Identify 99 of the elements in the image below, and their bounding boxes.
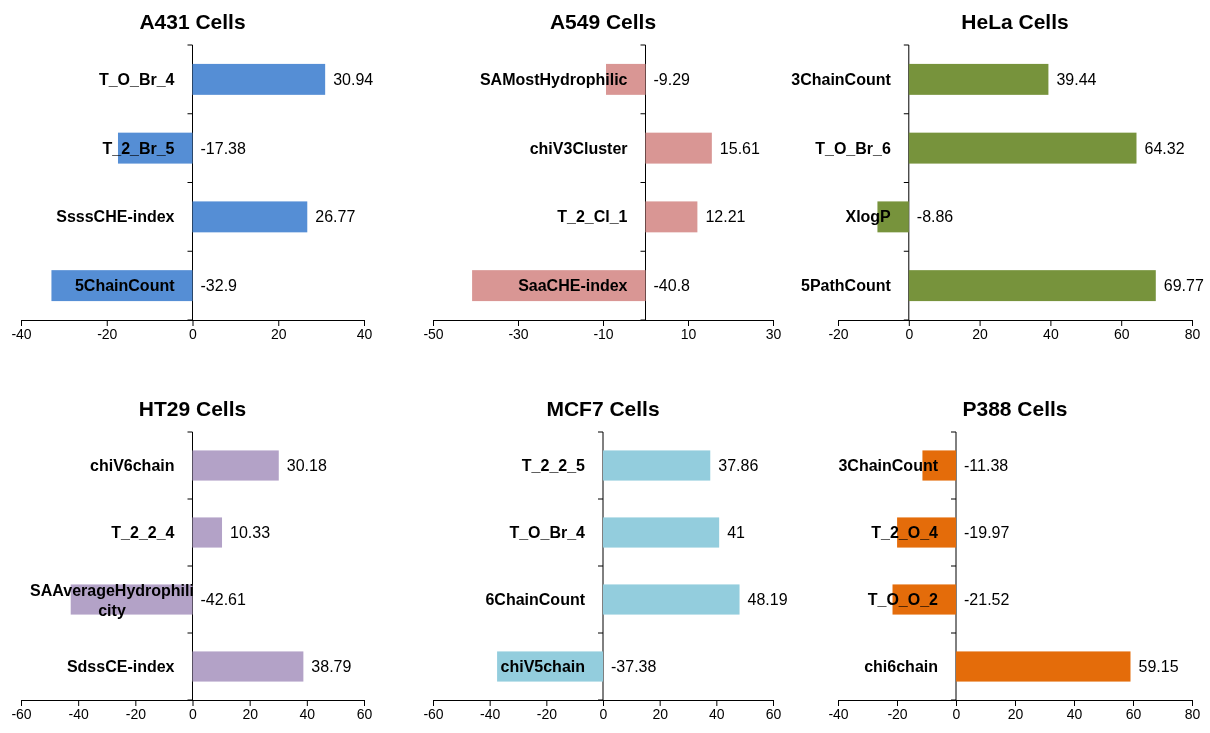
x-tick-label: -40 bbox=[828, 705, 849, 722]
data-label: 15.61 bbox=[719, 139, 760, 157]
data-label: 12.21 bbox=[705, 208, 746, 226]
bar bbox=[192, 651, 304, 682]
data-label: 59.15 bbox=[1138, 658, 1179, 676]
bar bbox=[908, 132, 1137, 164]
x-tick-label: 20 bbox=[270, 325, 287, 342]
data-label: -9.29 bbox=[653, 70, 691, 88]
chart-title: A549 Cells bbox=[549, 10, 657, 33]
data-label: -11.38 bbox=[964, 457, 1009, 475]
x-tick-label: -40 bbox=[11, 325, 32, 342]
data-label: -17.38 bbox=[200, 139, 246, 157]
data-label: -19.97 bbox=[964, 524, 1010, 542]
chart-title: MCF7 Cells bbox=[546, 397, 660, 420]
chart-title: A431 Cells bbox=[139, 10, 246, 33]
data-label: -37.38 bbox=[611, 658, 657, 676]
y-tick-label: chiV5chain bbox=[500, 658, 585, 676]
x-tick-label: 60 bbox=[1125, 705, 1142, 722]
x-tick-label: -60 bbox=[11, 705, 32, 722]
x-tick-label: -20 bbox=[125, 705, 147, 722]
y-tick-label: chi6chain bbox=[864, 658, 938, 676]
x-tick-label: -10 bbox=[593, 325, 614, 342]
bar bbox=[192, 450, 279, 481]
chart-title: HT29 Cells bbox=[138, 397, 247, 420]
x-tick-label: 60 bbox=[765, 705, 782, 722]
bar bbox=[603, 584, 740, 615]
data-label: 10.33 bbox=[230, 524, 271, 542]
x-tick-label: 80 bbox=[1184, 705, 1201, 722]
bar bbox=[908, 270, 1156, 302]
x-tick-label: -20 bbox=[828, 325, 849, 342]
x-tick-label: 0 bbox=[189, 705, 198, 722]
y-tick-label: SAMostHydrophilic bbox=[479, 70, 628, 88]
chart-title: P388 Cells bbox=[962, 397, 1068, 420]
data-label: -42.61 bbox=[200, 591, 246, 609]
data-label: 41 bbox=[727, 524, 746, 542]
data-label: 64.32 bbox=[1144, 139, 1185, 157]
x-tick-label: -40 bbox=[68, 705, 89, 722]
chart-title: HeLa Cells bbox=[961, 10, 1069, 33]
y-tick-label: 3ChainCount bbox=[791, 70, 892, 88]
data-label: 48.19 bbox=[747, 591, 788, 609]
y-tick-label: SsssCHE-index bbox=[56, 208, 175, 226]
data-label: 39.44 bbox=[1056, 70, 1097, 88]
bar bbox=[192, 201, 308, 233]
x-tick-label: -20 bbox=[887, 705, 908, 722]
x-tick-label: 30 bbox=[765, 325, 782, 342]
x-tick-label: 0 bbox=[189, 325, 198, 342]
data-label: 37.86 bbox=[718, 457, 759, 475]
y-tick-label: T_2_Cl_1 bbox=[557, 208, 628, 226]
y-tick-label: T_O_Br_6 bbox=[815, 139, 891, 157]
y-tick-label: T_2_2_4 bbox=[111, 524, 175, 542]
x-tick-label: 40 bbox=[1043, 325, 1059, 342]
x-tick-label: -30 bbox=[508, 325, 529, 342]
y-tick-label: 6ChainCount bbox=[485, 591, 586, 609]
x-tick-label: -60 bbox=[423, 705, 444, 722]
x-tick-label: -20 bbox=[536, 705, 558, 722]
y-tick-label: T_O_Br_4 bbox=[509, 524, 586, 542]
data-label: -8.86 bbox=[916, 208, 954, 226]
y-tick-label: 5ChainCount bbox=[74, 277, 176, 295]
bar bbox=[603, 450, 711, 481]
data-label: 30.18 bbox=[286, 457, 327, 475]
y-tick-label: SAAverageHydrophilicity bbox=[30, 581, 194, 619]
y-tick-label: T_2_2_5 bbox=[521, 457, 586, 475]
x-tick-label: 40 bbox=[709, 705, 725, 722]
x-tick-label: 20 bbox=[652, 705, 669, 722]
data-label: 30.94 bbox=[333, 70, 374, 88]
data-label: -21.52 bbox=[964, 591, 1010, 609]
x-tick-label: -50 bbox=[423, 325, 444, 342]
y-tick-label: T_O_Br_4 bbox=[98, 70, 175, 88]
bar bbox=[192, 517, 223, 548]
bar bbox=[645, 132, 712, 164]
bar bbox=[645, 201, 698, 233]
bar bbox=[603, 517, 720, 548]
data-label: 69.77 bbox=[1163, 277, 1204, 295]
x-tick-label: 40 bbox=[299, 705, 316, 722]
y-tick-label: SdssCE-index bbox=[66, 658, 175, 676]
data-label: -40.8 bbox=[653, 277, 691, 295]
x-tick-label: 80 bbox=[1184, 325, 1201, 342]
x-tick-label: 0 bbox=[952, 705, 961, 722]
data-label: 26.77 bbox=[315, 208, 356, 226]
x-tick-label: 20 bbox=[972, 325, 989, 342]
data-label: 38.79 bbox=[311, 658, 352, 676]
x-tick-label: 40 bbox=[1066, 705, 1083, 722]
data-label: -32.9 bbox=[200, 277, 238, 295]
x-tick-label: 40 bbox=[356, 325, 373, 342]
x-tick-label: 10 bbox=[680, 325, 697, 342]
bar bbox=[908, 63, 1049, 95]
x-tick-label: 0 bbox=[905, 325, 914, 342]
x-tick-label: 60 bbox=[1113, 325, 1130, 342]
bar bbox=[192, 63, 326, 95]
x-tick-label: -40 bbox=[480, 705, 501, 722]
y-tick-label: 5PathCount bbox=[801, 277, 892, 295]
x-tick-label: 60 bbox=[356, 705, 373, 722]
x-tick-label: 20 bbox=[242, 705, 259, 722]
y-tick-label: chiV3Cluster bbox=[529, 139, 628, 157]
x-tick-label: -20 bbox=[97, 325, 118, 342]
y-tick-label: chiV6chain bbox=[90, 457, 175, 475]
x-tick-label: 20 bbox=[1007, 705, 1024, 722]
x-tick-label: 0 bbox=[599, 705, 608, 722]
y-tick-label: SaaCHE-index bbox=[518, 277, 628, 295]
